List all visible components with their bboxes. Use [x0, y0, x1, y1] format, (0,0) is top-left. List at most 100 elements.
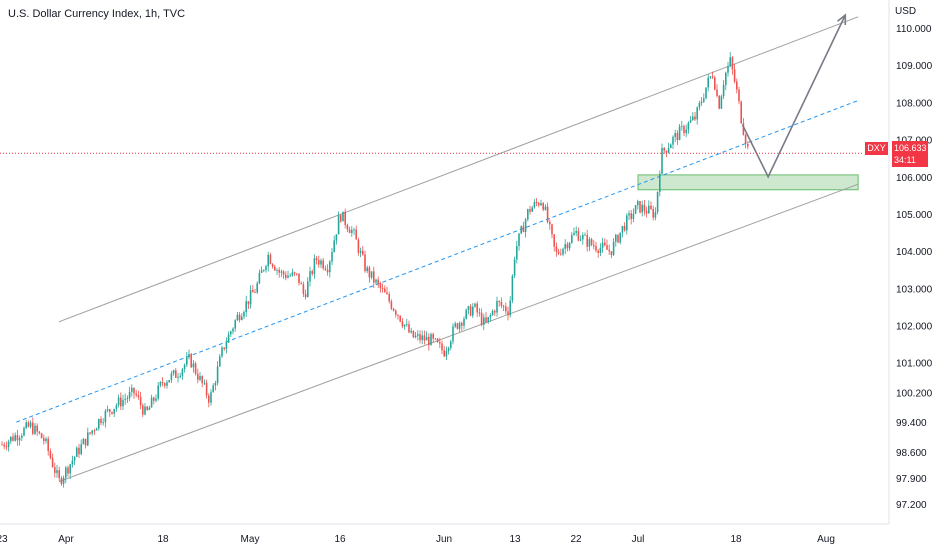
candle-body [353, 229, 355, 231]
candle-body [214, 382, 217, 386]
candle-body [663, 147, 665, 151]
candle-body [582, 234, 584, 240]
candle-body [617, 234, 619, 243]
price-tick: 97.200 [896, 500, 927, 511]
candle-body [271, 263, 274, 267]
candle-body [637, 201, 639, 206]
candle-body [681, 126, 683, 127]
time-tick: 18 [157, 534, 169, 545]
candle-body [18, 437, 21, 441]
candle-body [280, 271, 283, 273]
candle-body [265, 266, 267, 270]
time-tick: Aug [817, 534, 835, 545]
candle-body [172, 370, 175, 374]
candle-body [335, 234, 338, 241]
candle-body [62, 477, 65, 484]
candle-body [331, 252, 333, 262]
candle-body [93, 430, 96, 432]
candle-body [43, 438, 45, 442]
candle-body [421, 335, 423, 341]
candle-body [540, 203, 542, 206]
candle-body [586, 234, 588, 247]
candle-body [546, 206, 549, 222]
candle-body [414, 335, 417, 338]
candle-body [538, 203, 540, 206]
candle-body [260, 270, 263, 273]
candle-body [463, 318, 465, 326]
candle-body [32, 422, 34, 434]
candle-body [179, 375, 181, 377]
candle-body [375, 279, 377, 283]
candle-body [489, 315, 492, 317]
candle-body [502, 305, 505, 307]
candle-body [302, 284, 305, 294]
projection-layer [741, 13, 847, 179]
candle-body [654, 212, 657, 218]
candle-body [236, 314, 239, 321]
candle-body [7, 441, 10, 448]
candle-body [194, 363, 197, 374]
candle-body [190, 354, 192, 368]
time-tick: 23 [0, 534, 8, 545]
candle-body [736, 81, 738, 90]
candle-body [392, 308, 395, 311]
candle-body [518, 233, 520, 247]
candle-body [109, 409, 111, 412]
candle-body [483, 317, 485, 325]
candle-body [87, 432, 89, 446]
candle-body [480, 312, 483, 325]
candle-body [38, 431, 41, 434]
candle-body [500, 301, 503, 306]
candle-body [304, 293, 307, 298]
candle-body [89, 432, 91, 434]
candle-body [146, 406, 148, 410]
candle-body [10, 436, 12, 442]
candle-body [267, 254, 269, 267]
candle-body [128, 391, 131, 399]
candle-body [289, 275, 291, 277]
candle-body [417, 334, 419, 336]
candle-body [329, 261, 331, 273]
candle-body [227, 334, 230, 343]
candle-body [124, 399, 126, 400]
candle-body [175, 370, 177, 378]
candle-body [111, 411, 113, 414]
candle-body [139, 396, 142, 406]
candle-body [601, 242, 604, 248]
candle-body [315, 258, 318, 261]
candle-body [720, 96, 723, 109]
candle-body [641, 204, 643, 213]
candle-body [307, 281, 309, 298]
candle-body [610, 251, 613, 255]
price-tick: 109.000 [896, 61, 932, 72]
last-price-value-box: 106.633 34:11 [892, 141, 928, 167]
candle-body [208, 395, 210, 403]
candle-body [722, 84, 725, 97]
candle-body [131, 387, 133, 392]
candle-body [201, 376, 203, 384]
candle-body [461, 322, 463, 326]
candle-body [566, 244, 569, 249]
candle-body [659, 173, 661, 192]
last-price-badge: DXY 106.633 34:11 [865, 141, 928, 167]
candle-body [711, 76, 714, 78]
candle-body [27, 422, 30, 427]
candle-body [445, 351, 448, 357]
candle-body [12, 436, 14, 441]
candle-body [527, 209, 529, 220]
candle-body [740, 101, 742, 124]
candle-body [14, 435, 16, 441]
candle-body [604, 242, 606, 246]
candle-body [621, 225, 624, 233]
candle-body [320, 260, 322, 265]
candle-body [672, 136, 674, 145]
candle-body [318, 260, 320, 265]
candle-body [170, 373, 173, 381]
last-price-symbol: DXY [865, 142, 888, 155]
candle-body [467, 306, 470, 310]
candle-body [344, 211, 346, 225]
candle-body [509, 300, 511, 316]
candle-body [452, 326, 454, 342]
candle-body [254, 292, 256, 294]
